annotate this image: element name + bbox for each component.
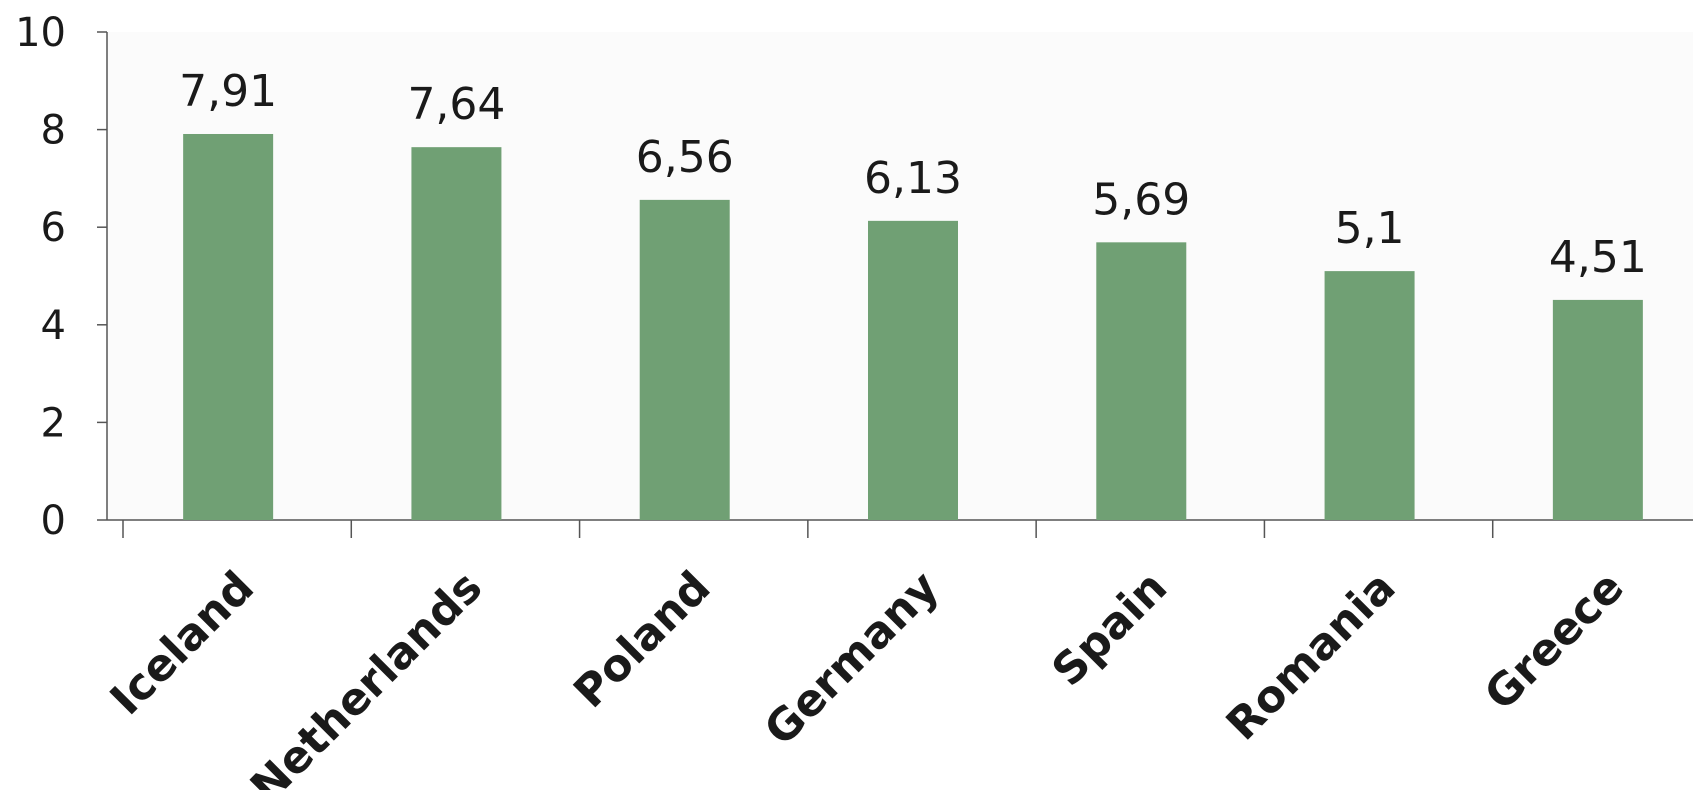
data-labels: 7,91 7,64 6,56 6,13 5,69 5,1 4,51	[179, 66, 1647, 283]
data-label-spain: 5,69	[1092, 174, 1190, 225]
data-label-germany: 6,13	[864, 153, 962, 204]
x-tick-label-iceland: Iceland	[101, 562, 264, 725]
y-tick-label: 10	[15, 10, 66, 56]
bar-germany	[868, 220, 958, 520]
data-label-poland: 6,56	[636, 132, 734, 183]
data-label-iceland: 7,91	[179, 66, 277, 117]
y-tick-label: 0	[41, 498, 66, 544]
bar-poland	[639, 199, 730, 520]
x-axis	[107, 519, 1693, 538]
x-tick-label-poland: Poland	[564, 562, 720, 718]
y-tick-label: 4	[41, 303, 66, 349]
bar-iceland	[183, 133, 274, 520]
y-tick-label: 2	[41, 400, 66, 446]
data-label-romania: 5,1	[1335, 203, 1405, 254]
x-tick-label-spain: Spain	[1043, 562, 1178, 697]
bar-romania	[1324, 271, 1415, 520]
x-tick-label-romania: Romania	[1217, 562, 1406, 751]
x-tick-label-greece: Greece	[1475, 562, 1634, 721]
bars	[183, 133, 1643, 520]
data-label-netherlands: 7,64	[407, 79, 505, 130]
bar-netherlands	[411, 147, 502, 520]
bar-greece	[1552, 299, 1643, 520]
x-tick-label-germany: Germany	[755, 562, 949, 756]
data-label-greece: 4,51	[1549, 232, 1647, 283]
y-tick-label: 8	[41, 108, 66, 154]
y-tick-label: 6	[41, 205, 66, 251]
bar-spain	[1096, 242, 1187, 520]
y-axis: 0 2 4 6 8 10	[15, 10, 108, 544]
x-tick-label-netherlands: Netherlands	[241, 562, 492, 790]
